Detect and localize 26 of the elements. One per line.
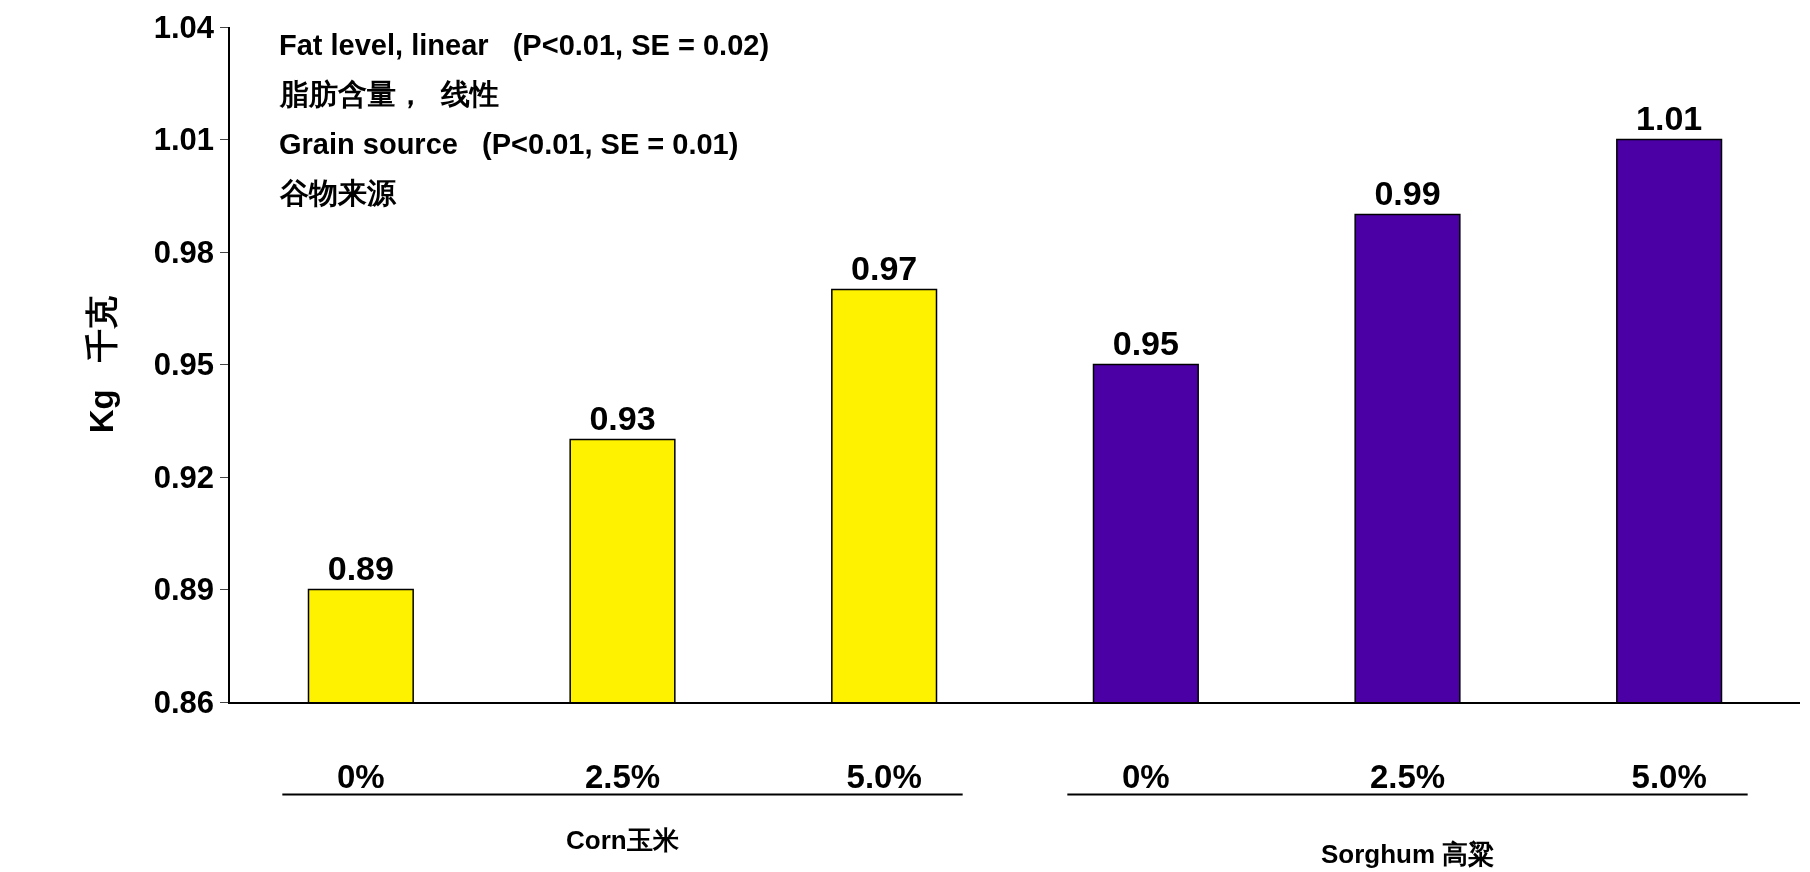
data-label: 0.99 <box>1374 173 1441 212</box>
y-tick-label: 0.86 <box>153 684 215 720</box>
data-label: 0.89 <box>327 548 394 587</box>
data-label: 0.93 <box>589 398 656 437</box>
annotation: Grain source (P<0.01, SE = 0.01) <box>279 128 739 160</box>
text: Sorghum 高粱 <box>1321 839 1495 869</box>
y-tick-label: 0.95 <box>153 347 215 383</box>
text: Corn玉米 <box>566 825 679 855</box>
data-label: 1.01 <box>1636 98 1703 137</box>
annotation: Fat level, linear (P<0.01, SE = 0.02) <box>279 29 770 61</box>
y-tick-label: 0.92 <box>153 459 215 495</box>
y-tick-label: 0.89 <box>153 572 215 608</box>
x-tick-label: 0% <box>336 758 385 796</box>
x-tick-label: 0% <box>1121 758 1170 796</box>
annotation: 谷物来源 <box>279 177 397 209</box>
x-tick-label: 2.5% <box>584 758 661 796</box>
data-label: 0.95 <box>1112 323 1179 362</box>
annotation: 脂肪含量， 线性 <box>279 78 500 110</box>
data-label: 0.97 <box>851 248 918 287</box>
y-tick-label: 0.98 <box>153 234 215 270</box>
x-tick-label: 2.5% <box>1369 758 1446 796</box>
x-tick-label: 5.0% <box>1631 758 1707 796</box>
x-tick-label: 5.0% <box>846 758 922 796</box>
y-axis-title: Kg 千克 <box>83 295 121 434</box>
y-tick-label: 1.04 <box>153 9 215 45</box>
y-tick-label: 1.01 <box>153 122 215 158</box>
